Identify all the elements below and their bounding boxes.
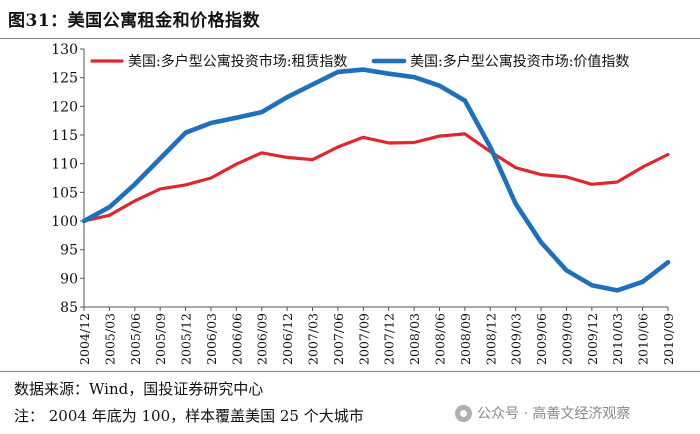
footnote: 注： 2004 年底为 100，样本覆盖美国 25 个大城市 [14, 407, 364, 425]
x-tick-label: 2010/09 [661, 313, 676, 365]
y-tick-label: 85 [60, 300, 78, 316]
x-tick-label: 2006/09 [255, 313, 270, 365]
line-chart: 85 90 95 100 105 110 115 120 125 130 2004/12 2005/0… [51, 42, 676, 365]
x-tick-label: 2007/12 [382, 313, 397, 365]
legend-label-2: 美国:多户型公寓投资市场:价值指数 [410, 53, 629, 70]
x-tick-label: 2010/06 [636, 313, 651, 365]
x-tick-label: 2008/09 [458, 313, 473, 365]
x-tick-label: 2005/03 [102, 313, 117, 365]
x-tick-label: 2008/06 [432, 313, 447, 365]
x-tick-label: 2008/03 [407, 313, 422, 365]
series-line-1 [82, 132, 670, 223]
x-tick-label: 2007/09 [356, 313, 371, 365]
y-tick-label: 100 [51, 214, 78, 230]
wechat-logo-icon [455, 404, 472, 422]
y-tick-label: 130 [51, 42, 78, 58]
x-tick-label: 2005/09 [153, 313, 168, 365]
x-tick-label: 2008/12 [483, 313, 498, 365]
y-tick-label: 115 [51, 128, 78, 144]
footer-divider [0, 371, 700, 372]
y-tick-label: 95 [60, 243, 78, 259]
y-tick-label: 90 [60, 271, 78, 287]
x-tick-label: 2009/09 [559, 313, 574, 365]
x-tick-label: 2009/12 [585, 313, 600, 365]
title-divider [0, 38, 700, 39]
x-tick-label: 2005/06 [128, 313, 143, 365]
x-tick-label: 2009/06 [534, 313, 549, 365]
y-tick-label: 125 [51, 71, 78, 87]
legend-label-1: 美国:多户型公寓投资市场:租赁指数 [128, 53, 347, 70]
x-tick-label: 2006/12 [280, 313, 295, 365]
x-tick-label: 2009/03 [509, 313, 524, 365]
series-line-2 [81, 67, 671, 293]
y-tick-label: 110 [51, 157, 78, 173]
x-tick-label: 2007/06 [331, 313, 346, 365]
x-tick-label: 2006/06 [229, 313, 244, 365]
watermark: 公众号 · 高善文经济观察 [455, 403, 630, 423]
x-tick-label: 2010/03 [610, 313, 625, 365]
figure-title: 图31：美国公寓租金和价格指数 [8, 11, 261, 31]
x-tick-label: 2005/12 [179, 313, 194, 365]
x-tick-label: 2006/03 [204, 313, 219, 365]
watermark-text: 公众号 · 高善文经济观察 [477, 406, 631, 422]
x-tick-label: 2004/12 [77, 313, 92, 365]
x-tick-label: 2007/03 [306, 313, 321, 365]
source-note: 数据来源：Wind，国投证券研究中心 [14, 380, 264, 398]
y-tick-label: 105 [51, 185, 78, 201]
y-tick-label: 120 [51, 99, 78, 115]
